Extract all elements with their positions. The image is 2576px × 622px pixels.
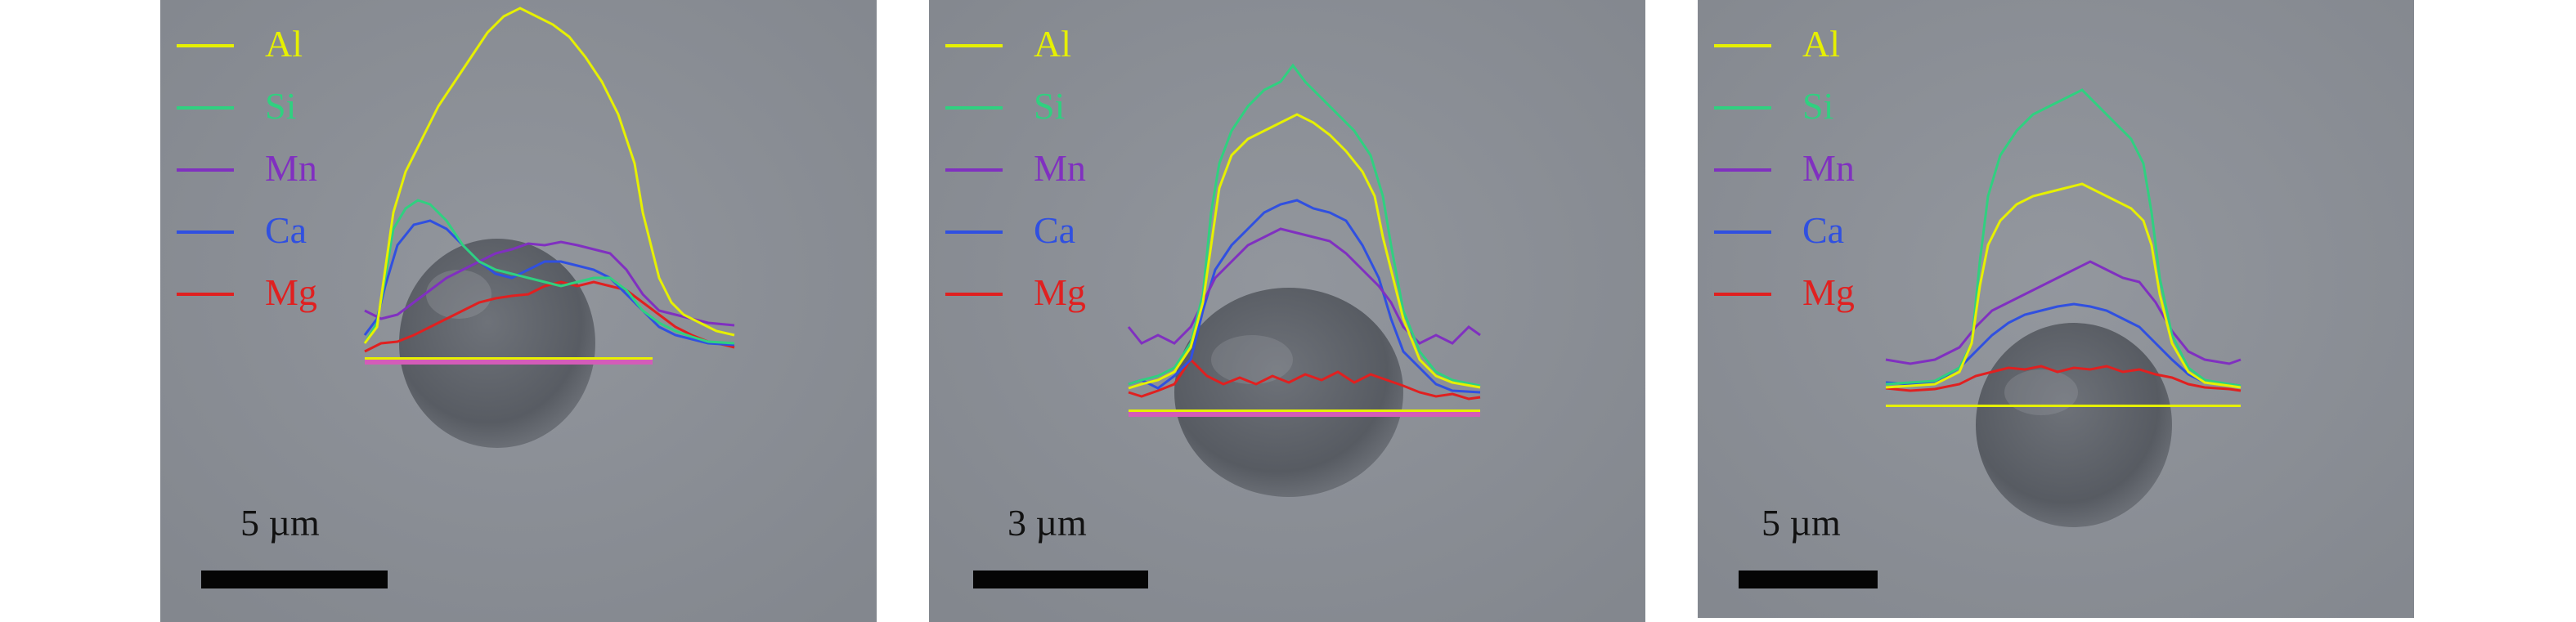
scale-bar-2 <box>973 571 1148 588</box>
profile-ca-2 <box>1128 199 1481 394</box>
profile-mg-3 <box>1885 365 2242 392</box>
micrograph-panel-1: Al Si Mn Ca Mg 5 µm <box>160 0 877 622</box>
baseline-1b <box>365 357 653 360</box>
legend-line-mg <box>945 293 1003 296</box>
line-scan-profiles-2 <box>1127 63 1481 400</box>
legend-line-mg <box>1714 293 1771 296</box>
scale-bar-label-3: 5 µm <box>1761 502 1841 544</box>
profile-ca-3 <box>1885 302 2242 387</box>
scale-bar-label-2: 3 µm <box>1008 502 1087 544</box>
scale-bar-1 <box>201 571 388 588</box>
profile-mn-2 <box>1127 227 1481 345</box>
legend-line-mg <box>177 293 234 296</box>
legend-label-al: Al <box>1802 23 1840 65</box>
legend-label-mn: Mn <box>1034 147 1086 189</box>
profile-mg-2 <box>1128 357 1481 400</box>
baseline-1 <box>365 360 653 365</box>
profile-al-1 <box>363 7 735 344</box>
legend-line-ca <box>945 230 1003 234</box>
legend-label-mn: Mn <box>265 147 317 189</box>
profile-ca-1 <box>363 219 735 347</box>
panel-2-graphics <box>929 0 1645 622</box>
legend-line-si <box>1714 106 1771 110</box>
baseline-3 <box>1886 405 2241 407</box>
inclusion-highlight-2 <box>1211 335 1293 384</box>
micrograph-panel-2: Al Si Mn Ca Mg 3 µm <box>929 0 1645 622</box>
legend-label-si: Si <box>265 85 297 127</box>
line-scan-profiles-1 <box>363 7 735 353</box>
legend-line-ca <box>177 230 234 234</box>
profile-si-1 <box>363 199 735 345</box>
legend-line-mn <box>945 168 1003 172</box>
legend-label-ca: Ca <box>1034 209 1076 251</box>
legend-label-si: Si <box>1802 85 1834 127</box>
profile-mn-3 <box>1885 260 2242 365</box>
baseline-2b <box>1129 409 1480 412</box>
legend-line-ca <box>1714 230 1771 234</box>
legend-label-al: Al <box>1034 23 1071 65</box>
profile-al-2 <box>1128 113 1481 390</box>
legend-line-si <box>177 106 234 110</box>
legend-label-mg: Mg <box>1034 271 1086 313</box>
scale-bar-3 <box>1739 571 1878 588</box>
panel-3-graphics <box>1698 0 2414 618</box>
inclusion-particle-2 <box>1174 288 1403 497</box>
legend-line-al <box>177 44 234 47</box>
legend-line-si <box>945 106 1003 110</box>
micrograph-panel-3: Al Si Mn Ca Mg 5 µm <box>1698 0 2414 618</box>
legend-line-mn <box>1714 168 1771 172</box>
profile-al-3 <box>1885 182 2242 389</box>
legend-label-ca: Ca <box>1802 209 1845 251</box>
legend-label-al: Al <box>265 23 303 65</box>
legend-label-si: Si <box>1034 85 1066 127</box>
baseline-2 <box>1129 412 1480 417</box>
inclusion-highlight-3 <box>2004 369 2078 415</box>
inclusion-particle-1 <box>399 239 595 448</box>
legend-line-al <box>1714 44 1771 47</box>
line-scan-profiles-3 <box>1885 88 2242 392</box>
legend-label-ca: Ca <box>265 209 307 251</box>
legend-line-mn <box>177 168 234 172</box>
scale-bar-label-1: 5 µm <box>240 502 320 544</box>
legend-label-mg: Mg <box>1802 271 1855 313</box>
profile-mn-1 <box>364 240 735 327</box>
legend-label-mg: Mg <box>265 271 317 313</box>
inclusion-particle-3 <box>1976 323 2172 527</box>
legend-label-mn: Mn <box>1802 147 1855 189</box>
panel-1-graphics <box>160 0 877 622</box>
legend-line-al <box>945 44 1003 47</box>
